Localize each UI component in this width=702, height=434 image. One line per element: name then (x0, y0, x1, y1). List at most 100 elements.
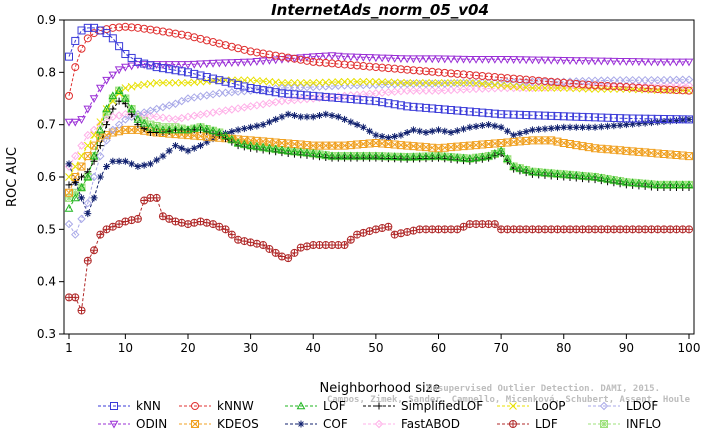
data-point-cof (541, 125, 549, 133)
data-point-cof (121, 157, 129, 165)
data-point-loop (321, 78, 330, 87)
data-point-simplifiedlof (109, 105, 117, 113)
data-point-loop (497, 81, 505, 90)
data-point-inflo (115, 86, 124, 95)
data-point-loop (303, 78, 311, 87)
data-point-knn (415, 103, 424, 112)
x-tick-label: 100 (678, 341, 701, 355)
data-point-ldf (390, 230, 399, 239)
data-point-loop (309, 78, 318, 87)
data-point-knn (409, 102, 418, 111)
data-point-inflo (90, 152, 99, 161)
data-point-lof (139, 118, 149, 127)
data-point-lof (146, 122, 155, 131)
data-point-kdeos (65, 188, 73, 197)
data-point-knn (209, 74, 218, 83)
data-point-lof (465, 154, 475, 162)
data-point-fastabod (459, 85, 468, 94)
data-point-cof (616, 121, 624, 129)
data-point-lof (634, 178, 644, 187)
data-point-cof (65, 160, 73, 168)
data-point-ldf (259, 241, 268, 250)
legend-label-knn: kNN (136, 399, 161, 413)
legend-item-ldof: LDOF (588, 399, 658, 413)
data-point-knn (591, 113, 600, 122)
data-point-knnw (503, 74, 512, 83)
x-tick-label: 60 (431, 341, 446, 355)
data-point-lof (534, 167, 544, 176)
data-point-ldof (465, 78, 475, 88)
data-point-lof (240, 139, 249, 148)
data-point-knnw (515, 75, 524, 84)
data-point-lof (108, 91, 118, 100)
data-point-loop (478, 79, 487, 88)
data-point-cof (428, 127, 436, 135)
data-point-fastabod (158, 113, 168, 122)
data-point-odin (534, 56, 544, 65)
data-point-knnw (597, 81, 606, 90)
data-point-odin (584, 57, 594, 66)
series-odin (64, 52, 694, 127)
data-point-ldof (221, 88, 230, 97)
data-point-odin (571, 57, 581, 66)
data-point-knn (227, 79, 236, 88)
data-point-knnw (334, 59, 343, 68)
data-point-knn (277, 89, 286, 98)
data-point-cof (528, 126, 536, 134)
data-point-loop (359, 77, 368, 86)
data-point-knn (296, 90, 305, 99)
data-point-knn (616, 114, 625, 123)
data-point-knnw (158, 27, 167, 36)
data-point-cof (510, 131, 518, 139)
y-tick-label: 0.9 (37, 13, 56, 27)
data-point-simplifiedlof (422, 155, 430, 163)
data-point-lof (565, 170, 575, 179)
data-point-cof (572, 123, 580, 131)
data-point-cof (272, 115, 280, 123)
data-point-ldof (615, 76, 625, 85)
data-point-fastabod (496, 83, 506, 93)
data-point-lof (427, 151, 437, 160)
data-point-knn (647, 114, 656, 123)
data-point-ldf (296, 243, 305, 252)
x-tick-label: 20 (180, 341, 195, 355)
data-point-odin (615, 57, 625, 66)
data-point-lof (640, 179, 650, 188)
series-line-odin (69, 55, 689, 123)
data-point-lof (121, 93, 130, 102)
data-point-lof (290, 146, 299, 155)
data-point-ldf (196, 217, 205, 226)
data-point-lof (127, 104, 136, 113)
data-point-ldof (158, 103, 168, 112)
data-point-odin (409, 55, 418, 64)
data-point-loop (422, 78, 430, 87)
data-point-loop (340, 77, 349, 86)
data-point-ldf (127, 216, 136, 225)
data-point-lof (371, 151, 381, 160)
data-point-odin (196, 60, 205, 69)
data-point-knn (653, 114, 662, 123)
data-point-cof (309, 113, 317, 121)
data-point-loop (328, 78, 336, 87)
data-point-lof (352, 151, 362, 160)
data-point-simplifiedlof (366, 154, 374, 162)
data-point-cof (78, 194, 86, 202)
data-point-knnw (346, 61, 355, 70)
data-point-cof (209, 135, 217, 143)
data-point-lof (208, 126, 218, 135)
data-point-odin (678, 58, 688, 67)
data-point-cof (516, 129, 524, 137)
data-point-odin (340, 53, 349, 62)
data-point-lof (258, 142, 268, 151)
data-point-knnw (547, 77, 556, 86)
data-point-loop (253, 76, 261, 85)
data-point-loop (390, 78, 399, 87)
data-point-ldf (177, 218, 186, 227)
data-point-loop (534, 84, 543, 92)
data-point-knn (359, 96, 368, 105)
data-point-lof (164, 125, 174, 134)
data-point-fastabod (384, 88, 393, 97)
data-point-lof (271, 144, 281, 153)
data-point-cof (434, 126, 442, 134)
data-point-knn (528, 111, 537, 120)
